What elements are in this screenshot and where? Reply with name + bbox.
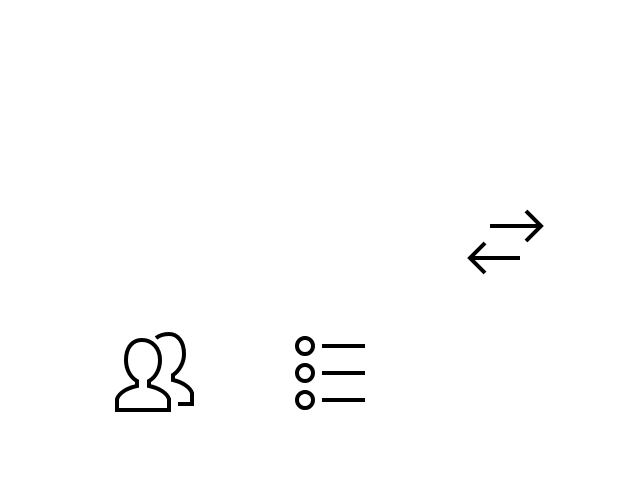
swap-button[interactable] [464,206,548,278]
people-icon [115,331,194,412]
people-button[interactable] [112,330,198,416]
list-button[interactable] [292,334,370,414]
list-icon [295,336,365,410]
swap-arrows-icon [467,209,544,275]
